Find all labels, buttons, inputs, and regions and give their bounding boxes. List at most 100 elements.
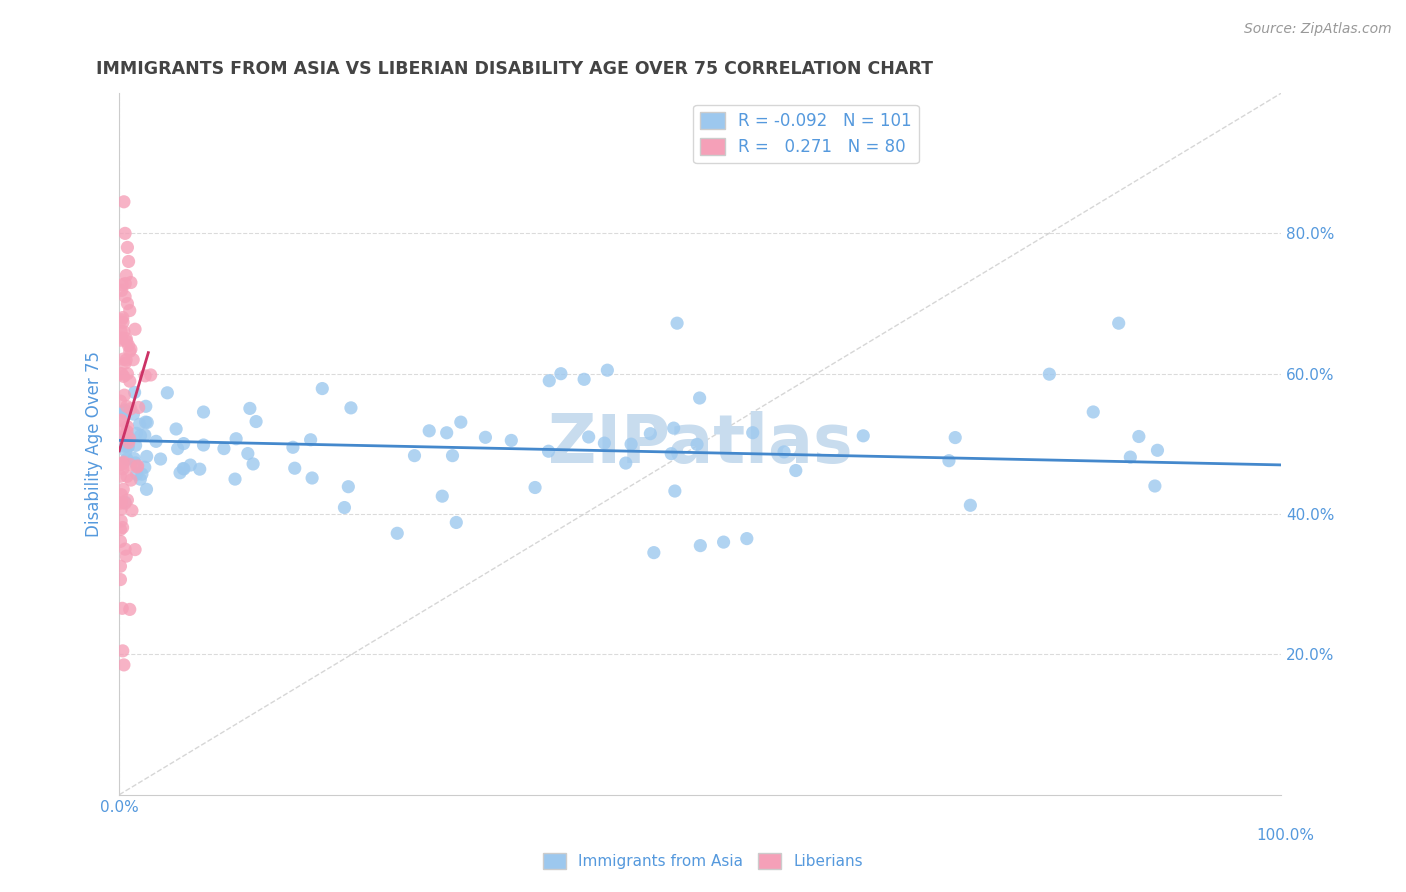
Point — [110, 324, 132, 338]
Point — [110, 413, 132, 427]
Point — [112, 388, 135, 402]
Point — [117, 240, 139, 254]
Point — [145, 434, 167, 449]
Point — [112, 325, 135, 339]
Point — [111, 284, 134, 298]
Point — [111, 644, 134, 658]
Point — [110, 430, 132, 444]
Point — [115, 469, 138, 483]
Point — [112, 315, 135, 329]
Point — [115, 353, 138, 368]
Point — [110, 413, 132, 427]
Point — [149, 452, 172, 467]
Point — [111, 331, 134, 345]
Point — [193, 438, 215, 452]
Point — [129, 428, 152, 442]
Point — [114, 406, 136, 420]
Point — [284, 461, 307, 475]
Point — [120, 342, 142, 356]
Point — [114, 495, 136, 509]
Point — [124, 322, 146, 336]
Point — [111, 310, 134, 325]
Point — [1083, 405, 1105, 419]
Point — [110, 514, 132, 528]
Point — [128, 417, 150, 432]
Point — [118, 344, 141, 359]
Point — [124, 438, 146, 452]
Point — [110, 469, 132, 483]
Point — [169, 466, 191, 480]
Point — [111, 367, 134, 381]
Point — [446, 516, 468, 530]
Point — [474, 430, 496, 444]
Point — [115, 334, 138, 349]
Point — [111, 457, 134, 471]
Point — [115, 452, 138, 467]
Point — [114, 277, 136, 291]
Legend: R = -0.092   N = 101, R =   0.271   N = 80: R = -0.092 N = 101, R = 0.271 N = 80 — [693, 105, 918, 163]
Point — [173, 436, 195, 450]
Point — [110, 333, 132, 347]
Point — [112, 423, 135, 437]
Point — [666, 316, 689, 330]
Point — [110, 534, 132, 549]
Point — [131, 467, 153, 482]
Point — [124, 456, 146, 470]
Text: Source: ZipAtlas.com: Source: ZipAtlas.com — [1244, 22, 1392, 37]
Point — [524, 481, 547, 495]
Point — [118, 435, 141, 450]
Point — [117, 440, 139, 454]
Point — [134, 460, 156, 475]
Point — [172, 461, 194, 475]
Point — [537, 444, 560, 458]
Point — [578, 430, 600, 444]
Point — [110, 312, 132, 326]
Point — [139, 368, 162, 382]
Point — [785, 463, 807, 477]
Point — [1128, 429, 1150, 443]
Point — [118, 602, 141, 616]
Point — [299, 433, 322, 447]
Point — [115, 268, 138, 283]
Point — [1038, 367, 1060, 381]
Point — [741, 425, 763, 440]
Point — [659, 447, 682, 461]
Point — [156, 385, 179, 400]
Point — [110, 496, 132, 510]
Point — [129, 472, 152, 486]
Point — [450, 415, 472, 429]
Point — [114, 227, 136, 241]
Point — [128, 401, 150, 415]
Point — [689, 391, 711, 405]
Point — [337, 480, 360, 494]
Text: 100.0%: 100.0% — [1257, 828, 1315, 843]
Point — [118, 374, 141, 388]
Point — [404, 449, 426, 463]
Point — [735, 532, 758, 546]
Point — [111, 601, 134, 615]
Point — [122, 407, 145, 421]
Point — [110, 367, 132, 381]
Point — [333, 500, 356, 515]
Point — [122, 352, 145, 367]
Point — [212, 442, 235, 456]
Point — [593, 436, 616, 450]
Text: ZIPatlas: ZIPatlas — [548, 411, 852, 477]
Point — [134, 428, 156, 442]
Point — [643, 546, 665, 560]
Point — [115, 400, 138, 414]
Point — [664, 483, 686, 498]
Text: IMMIGRANTS FROM ASIA VS LIBERIAN DISABILITY AGE OVER 75 CORRELATION CHART: IMMIGRANTS FROM ASIA VS LIBERIAN DISABIL… — [96, 60, 934, 78]
Point — [111, 277, 134, 292]
Point — [114, 542, 136, 557]
Point — [112, 369, 135, 384]
Point — [110, 494, 132, 508]
Point — [852, 429, 875, 443]
Point — [640, 426, 662, 441]
Point — [117, 254, 139, 268]
Point — [120, 401, 142, 416]
Point — [111, 520, 134, 534]
Point — [959, 498, 981, 512]
Point — [245, 415, 267, 429]
Point — [134, 368, 156, 383]
